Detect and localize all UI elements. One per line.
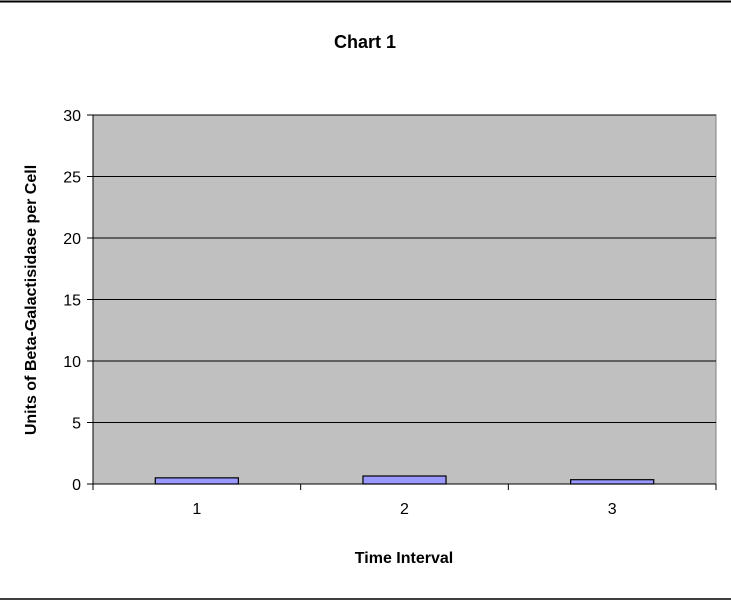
plot-area: 0 5 10 15 20 25 30 1 2 3	[63, 108, 717, 518]
y-tick-label-10: 10	[63, 354, 81, 371]
y-tick-label-15: 15	[63, 293, 81, 310]
x-axis-label: Time Interval	[355, 550, 453, 567]
bar-3	[570, 479, 655, 485]
y-axis-label: Units of Beta-Galactisidase per Cell	[23, 165, 40, 435]
y-tick-label-20: 20	[63, 231, 81, 248]
y-tick-label-30: 30	[63, 108, 81, 125]
x-tick-label-1: 1	[192, 501, 201, 518]
chart-title: Chart 1	[334, 32, 396, 52]
x-tick-label-3: 3	[608, 501, 617, 518]
x-tick-label-2: 2	[400, 501, 409, 518]
bar-2	[362, 475, 447, 485]
y-tick-label-25: 25	[63, 170, 81, 187]
y-tick-label-5: 5	[72, 416, 81, 433]
bar-1	[154, 477, 239, 485]
y-tick-label-0: 0	[72, 477, 81, 494]
